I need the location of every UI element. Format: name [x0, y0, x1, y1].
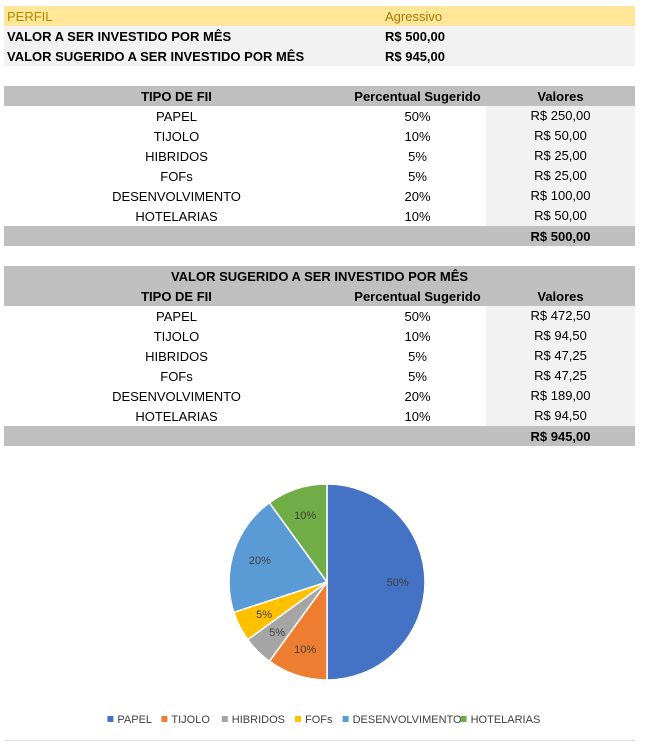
profile-label: PERFIL [7, 8, 53, 24]
profile-value[interactable]: Agressivo [385, 8, 443, 24]
table2-cell-type: PAPEL [156, 308, 197, 324]
legend-swatch-fofs [295, 716, 301, 722]
monthly-value[interactable]: R$ 500,00 [385, 28, 445, 44]
table1-cell-pct[interactable]: 50% [404, 108, 431, 124]
pie-label-hibridos: 5% [269, 627, 285, 639]
divider [4, 740, 635, 741]
pie-label-fofs: 5% [256, 609, 272, 621]
table2-cell-pct: 10% [404, 408, 431, 424]
table1-cell-pct[interactable]: 10% [404, 208, 431, 224]
table2-cell-pct: 10% [404, 328, 431, 344]
table2-cell-value: R$ 472,50 [486, 306, 635, 326]
table2-total: R$ 945,00 [530, 428, 591, 444]
legend-swatch-tijolo [161, 716, 168, 722]
table1-total-row: R$ 500,00 [4, 226, 635, 246]
table2-header: TIPO DE FII Percentual Sugerido Valores [4, 286, 635, 306]
table2-cell-type: FOFs [160, 368, 193, 384]
table1-cell-type: TIJOLO [153, 128, 200, 144]
table1-cell-value: R$ 250,00 [486, 106, 635, 126]
legend-swatch-desenvolvimento [342, 716, 349, 722]
monthly-label: VALOR A SER INVESTIDO POR MÊS [7, 28, 232, 44]
table1-total: R$ 500,00 [530, 228, 591, 244]
table2-cell-value: R$ 189,00 [486, 386, 635, 406]
table1-cell-pct[interactable]: 5% [408, 168, 427, 184]
table2-cell-type: HIBRIDOS [145, 348, 208, 364]
legend-label-hotelarias: HOTELARIAS [471, 714, 541, 726]
table2-header-values: Valores [537, 288, 584, 304]
table-row: HIBRIDOS 5% R$ 47,25 [4, 346, 635, 366]
table1-header: TIPO DE FII Percentual Sugerido Valores [4, 86, 635, 106]
pie-slice-papel[interactable] [326, 483, 426, 681]
table2-cell-type: TIJOLO [153, 328, 200, 344]
suggested-row: VALOR SUGERIDO A SER INVESTIDO POR MÊS R… [4, 46, 635, 66]
table-row: PAPEL 50% R$ 250,00 [4, 106, 635, 126]
table1-cell-value: R$ 25,00 [486, 146, 635, 166]
table-row: DESENVOLVIMENTO 20% R$ 189,00 [4, 386, 635, 406]
table1-header-values: Valores [537, 88, 584, 104]
table2-cell-type: HOTELARIAS [135, 408, 218, 424]
table2-cell-value: R$ 47,25 [486, 346, 635, 366]
table1-cell-value: R$ 100,00 [486, 186, 635, 206]
pie-slice-desenvolvimento[interactable] [228, 501, 329, 614]
suggested-value: R$ 945,00 [385, 48, 445, 64]
table1-cell-type: HIBRIDOS [145, 148, 208, 164]
table2-header-pct: Percentual Sugerido [354, 288, 481, 304]
table1-header-pct: Percentual Sugerido [354, 88, 481, 104]
legend-swatch-papel [107, 716, 114, 722]
table2-cell-value: R$ 47,25 [486, 366, 635, 386]
table2-title: VALOR SUGERIDO A SER INVESTIDO POR MÊS [4, 266, 635, 286]
table2-cell-value: R$ 94,50 [486, 406, 635, 426]
table2-cell-pct: 50% [404, 308, 431, 324]
legend-label-desenvolvimento: DESENVOLVIMENTO [353, 714, 462, 726]
table-row: DESENVOLVIMENTO 20% R$ 100,00 [4, 186, 635, 206]
table-row: FOFs 5% R$ 25,00 [4, 166, 635, 186]
legend-label-fofs: FOFs [305, 714, 333, 726]
table-row: TIJOLO 10% R$ 94,50 [4, 326, 635, 346]
legend-swatch-hibridos [221, 716, 228, 722]
table-row: HOTELARIAS 10% R$ 50,00 [4, 206, 635, 226]
table1-cell-type: FOFs [160, 168, 193, 184]
table1-cell-type: DESENVOLVIMENTO [112, 188, 241, 204]
pie-label-desenvolvimento: 20% [249, 555, 271, 567]
table2-cell-pct: 20% [404, 388, 431, 404]
monthly-row: VALOR A SER INVESTIDO POR MÊS R$ 500,00 [4, 26, 635, 46]
table1-cell-type: HOTELARIAS [135, 208, 218, 224]
table1-cell-pct[interactable]: 10% [404, 128, 431, 144]
table2-cell-pct: 5% [408, 368, 427, 384]
table1-cell-value: R$ 50,00 [486, 206, 635, 226]
pie-chart[interactable]: 50% 10% 5% 5% 20% 10% PAPEL TIJOLO HIBRIDOS FOFs D… [0, 470, 646, 740]
legend-label-tijolo: TIJOLO [171, 714, 210, 726]
table2-header-type: TIPO DE FII [141, 288, 212, 304]
table1-cell-pct[interactable]: 5% [408, 148, 427, 164]
suggested-label: VALOR SUGERIDO A SER INVESTIDO POR MÊS [7, 48, 305, 64]
pie-label-tijolo: 10% [294, 644, 316, 656]
table1-cell-value: R$ 50,00 [486, 126, 635, 146]
table2-cell-pct: 5% [408, 348, 427, 364]
table-row: HOTELARIAS 10% R$ 94,50 [4, 406, 635, 426]
pie-slice-hotelarias[interactable] [268, 483, 328, 585]
legend-label-hibridos: HIBRIDOS [232, 714, 285, 726]
table1-cell-pct[interactable]: 20% [404, 188, 431, 204]
legend-swatch-hotelarias [460, 716, 467, 722]
table2-cell-type: DESENVOLVIMENTO [112, 388, 241, 404]
legend-label-papel: PAPEL [117, 714, 152, 726]
table-row: HIBRIDOS 5% R$ 25,00 [4, 146, 635, 166]
table1-header-type: TIPO DE FII [141, 88, 212, 104]
table-row: PAPEL 50% R$ 472,50 [4, 306, 635, 326]
profile-row: PERFIL Agressivo [4, 6, 635, 26]
table2-total-row: R$ 945,00 [4, 426, 635, 446]
table2-cell-value: R$ 94,50 [486, 326, 635, 346]
table-row: FOFs 5% R$ 47,25 [4, 366, 635, 386]
table1-cell-type: PAPEL [156, 108, 197, 124]
table1-cell-value: R$ 25,00 [486, 166, 635, 186]
pie-label-papel: 50% [387, 577, 409, 589]
table-row: TIJOLO 10% R$ 50,00 [4, 126, 635, 146]
pie-label-hotelarias: 10% [294, 510, 316, 522]
